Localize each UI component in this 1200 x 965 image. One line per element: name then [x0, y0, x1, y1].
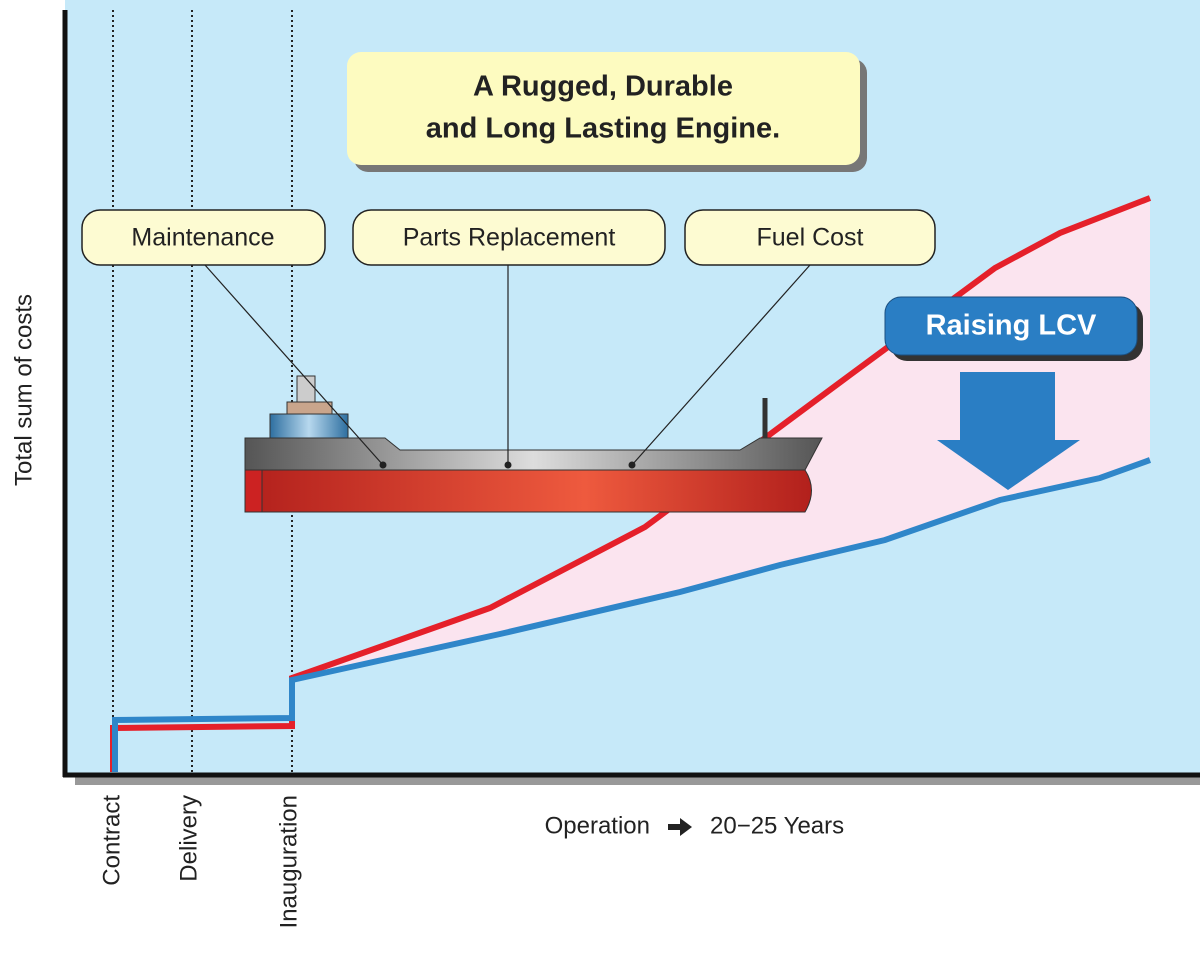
callout-label: Maintenance: [131, 224, 274, 252]
y-axis-label: Total sum of costs: [10, 294, 37, 486]
title-box: [347, 52, 860, 165]
callout-label: Parts Replacement: [403, 224, 616, 252]
diagram: Maintenance Parts Replacement Fuel Cost …: [0, 0, 1200, 960]
milestone-label: Delivery: [175, 795, 202, 882]
title-line: and Long Lasting Engine.: [426, 113, 780, 145]
x-axis-arrow: [668, 818, 692, 836]
milestone-label: Inauguration: [275, 795, 302, 928]
badge-label: Raising LCV: [926, 310, 1097, 342]
callout-label: Fuel Cost: [757, 224, 864, 252]
page: Maintenance Parts Replacement Fuel Cost …: [0, 0, 1200, 960]
x-axis-label: 20−25 Years: [710, 812, 844, 839]
title-line: A Rugged, Durable: [473, 71, 733, 103]
x-axis-label: Operation: [545, 812, 650, 839]
milestone-label: Contract: [98, 795, 125, 886]
